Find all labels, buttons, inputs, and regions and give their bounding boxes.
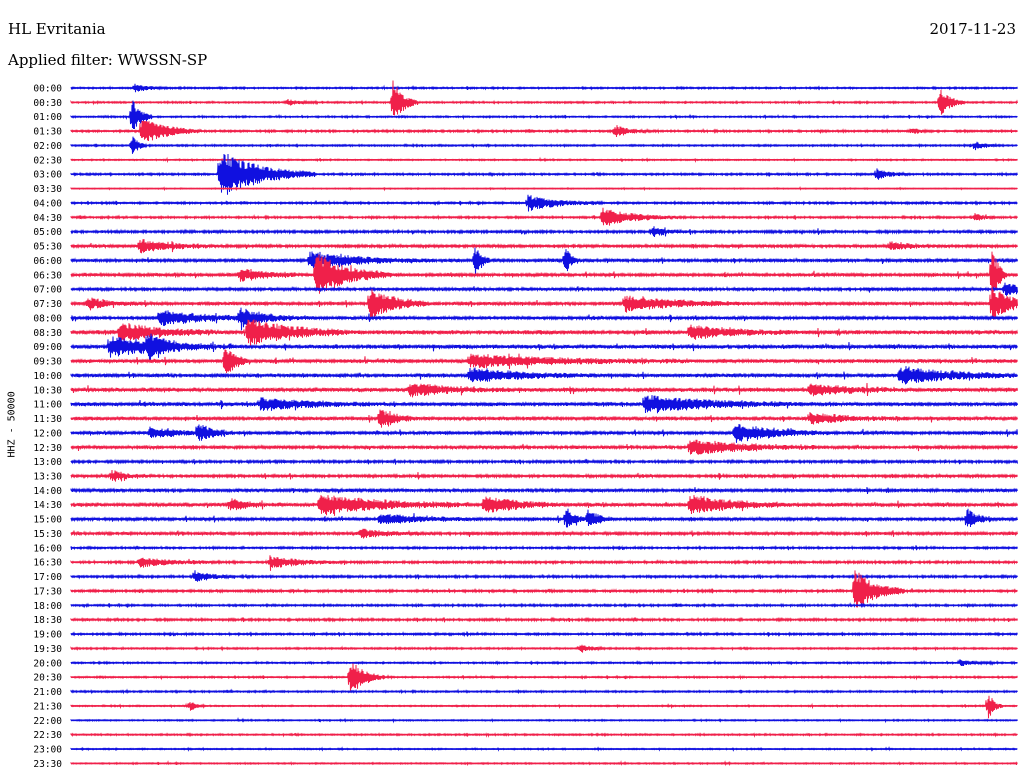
time-label: 23:30 <box>33 759 62 770</box>
time-label: 21:00 <box>33 687 62 698</box>
time-label: 13:30 <box>33 471 62 482</box>
trace-1630 <box>70 555 1018 571</box>
time-label: 08:00 <box>33 313 62 324</box>
time-label: 01:00 <box>33 112 62 123</box>
trace-0600 <box>70 247 1018 277</box>
time-label: 22:00 <box>33 716 62 727</box>
time-label: 06:30 <box>33 270 62 281</box>
time-label: 00:30 <box>33 98 62 109</box>
time-label: 12:30 <box>33 443 62 454</box>
time-label: 19:00 <box>33 630 62 641</box>
time-label: 23:00 <box>33 745 62 756</box>
time-label: 09:00 <box>33 342 62 353</box>
trace-2130 <box>70 695 1018 719</box>
time-label: 17:00 <box>33 572 62 583</box>
time-label: 14:30 <box>33 500 62 511</box>
trace-1500 <box>70 508 1018 528</box>
time-label: 04:00 <box>33 198 62 209</box>
time-label: 10:30 <box>33 385 62 396</box>
time-label: 06:00 <box>33 256 62 267</box>
time-label: 12:00 <box>33 428 62 439</box>
time-label: 18:00 <box>33 601 62 612</box>
time-label: 03:30 <box>33 184 62 195</box>
trace-0800 <box>70 307 1018 331</box>
time-label: 16:00 <box>33 543 62 554</box>
time-label: 07:30 <box>33 299 62 310</box>
time-label: 11:00 <box>33 400 62 411</box>
time-label: 22:30 <box>33 730 62 741</box>
time-label: 09:30 <box>33 357 62 368</box>
time-label: 08:30 <box>33 328 62 339</box>
time-label: 16:30 <box>33 558 62 569</box>
time-label: 05:00 <box>33 227 62 238</box>
time-label: 17:30 <box>33 586 62 597</box>
time-label: 00:00 <box>33 84 62 95</box>
time-label: 02:30 <box>33 155 62 166</box>
time-label: 20:30 <box>33 673 62 684</box>
time-label: 13:00 <box>33 457 62 468</box>
trace-0100 <box>70 100 1018 130</box>
time-label: 14:00 <box>33 486 62 497</box>
time-label: 10:00 <box>33 371 62 382</box>
time-label: 04:30 <box>33 213 62 224</box>
trace-0030 <box>70 80 1018 116</box>
time-label: 19:30 <box>33 644 62 655</box>
time-label: 05:30 <box>33 242 62 253</box>
time-label: 20:00 <box>33 658 62 669</box>
time-label: 15:00 <box>33 515 62 526</box>
time-label: 18:30 <box>33 615 62 626</box>
record-date: 2017-11-23 <box>929 20 1016 38</box>
time-label: 02:00 <box>33 141 62 152</box>
time-label: 03:00 <box>33 170 62 181</box>
time-label: 11:30 <box>33 414 62 425</box>
station-name: HL Evritania <box>8 20 106 38</box>
time-label: 01:30 <box>33 127 62 138</box>
filter-label: Applied filter: WWSSN-SP <box>8 51 208 69</box>
time-label: 21:30 <box>33 701 62 712</box>
trace-2030 <box>70 663 1018 693</box>
time-label: 07:00 <box>33 285 62 296</box>
time-label: 15:30 <box>33 529 62 540</box>
